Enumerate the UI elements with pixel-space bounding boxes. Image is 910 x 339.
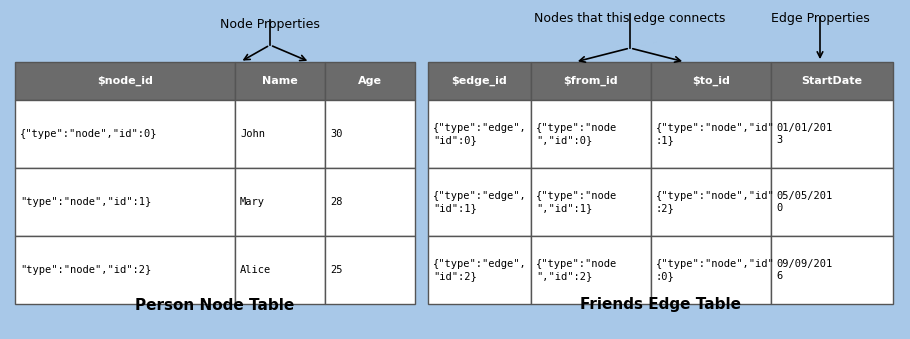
Bar [771, 62, 893, 100]
Text: 09/09/201
6: 09/09/201 6 [776, 259, 833, 281]
Text: Node Properties: Node Properties [220, 18, 320, 31]
Text: $edge_id: $edge_id [451, 76, 508, 86]
Bar [325, 236, 415, 304]
Text: Friends Edge Table: Friends Edge Table [580, 298, 741, 313]
Bar [531, 168, 651, 236]
Bar [325, 62, 415, 100]
Text: Alice: Alice [240, 265, 271, 275]
Bar [651, 62, 771, 100]
Bar [771, 100, 893, 168]
Text: $node_id: $node_id [97, 76, 153, 86]
Text: Person Node Table: Person Node Table [136, 298, 295, 313]
Bar [15, 236, 235, 304]
Bar [428, 100, 531, 168]
Bar [771, 168, 893, 236]
Text: {"type":"edge",
"id":2}: {"type":"edge", "id":2} [433, 259, 527, 281]
Bar [15, 62, 235, 100]
Text: 30: 30 [330, 129, 342, 139]
Bar [428, 168, 531, 236]
Bar [428, 62, 531, 100]
Bar [651, 236, 771, 304]
Text: {"type":"edge",
"id":1}: {"type":"edge", "id":1} [433, 191, 527, 213]
Bar [15, 168, 235, 236]
Bar [235, 100, 325, 168]
Bar [15, 100, 235, 168]
Bar [651, 168, 771, 236]
Text: {"type":"node
","id":0}: {"type":"node ","id":0} [536, 123, 617, 145]
Text: {"type":"node","id"
:0}: {"type":"node","id" :0} [656, 259, 774, 281]
Text: John: John [240, 129, 265, 139]
Bar [235, 168, 325, 236]
Text: "type":"node","id":1}: "type":"node","id":1} [20, 197, 151, 207]
Text: 01/01/201
3: 01/01/201 3 [776, 123, 833, 145]
Bar [771, 236, 893, 304]
Bar [235, 62, 325, 100]
Text: {"type":"node","id"
:2}: {"type":"node","id" :2} [656, 191, 774, 213]
Text: {"type":"node
","id":2}: {"type":"node ","id":2} [536, 259, 617, 281]
Text: Name: Name [262, 76, 298, 86]
Bar [428, 236, 531, 304]
Text: 28: 28 [330, 197, 342, 207]
Text: {"type":"edge",
"id":0}: {"type":"edge", "id":0} [433, 123, 527, 145]
Text: Age: Age [358, 76, 382, 86]
Text: 05/05/201
0: 05/05/201 0 [776, 191, 833, 213]
Text: Edge Properties: Edge Properties [771, 12, 869, 25]
Bar [651, 100, 771, 168]
Text: {"type":"node
","id":1}: {"type":"node ","id":1} [536, 191, 617, 213]
Bar [531, 236, 651, 304]
Text: $to_id: $to_id [693, 76, 730, 86]
Text: {"type":"node","id"
:1}: {"type":"node","id" :1} [656, 123, 774, 145]
Bar [325, 100, 415, 168]
Bar [531, 100, 651, 168]
Text: $from_id: $from_id [563, 76, 618, 86]
Text: Mary: Mary [240, 197, 265, 207]
Bar [531, 62, 651, 100]
Text: Nodes that this edge connects: Nodes that this edge connects [534, 12, 725, 25]
Text: "type":"node","id":2}: "type":"node","id":2} [20, 265, 151, 275]
Bar [325, 168, 415, 236]
Text: {"type":"node","id":0}: {"type":"node","id":0} [20, 129, 157, 139]
Text: StartDate: StartDate [802, 76, 863, 86]
Bar [235, 236, 325, 304]
Text: 25: 25 [330, 265, 342, 275]
